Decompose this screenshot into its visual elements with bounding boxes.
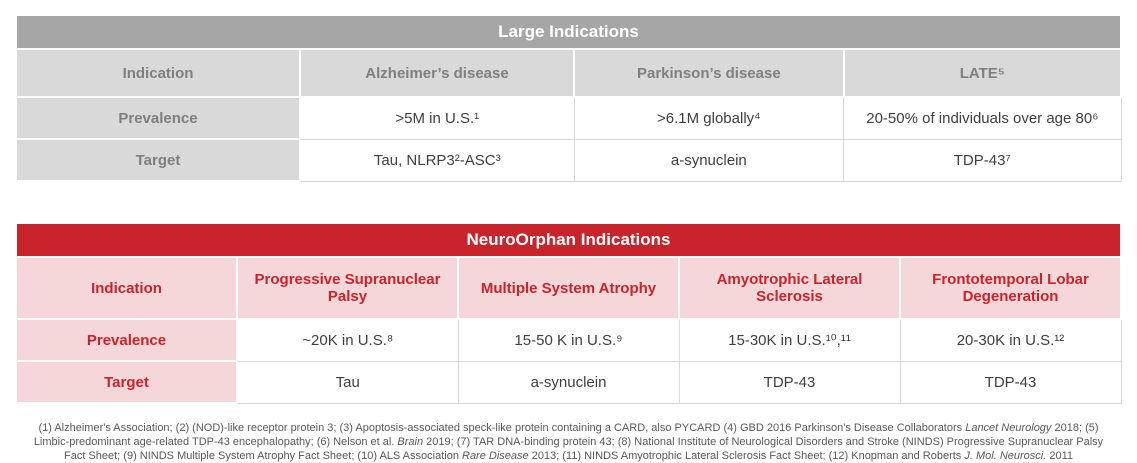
cell-ftld-target: TDP-43 — [899, 360, 1122, 404]
table-row: NeuroOrphan Indications — [15, 222, 1122, 258]
row-label-target-neuroorphan: Target — [15, 360, 238, 404]
cell-parkinsons-target: a-synuclein — [573, 138, 845, 182]
cell-parkinsons-prevalence: >6.1M globally⁴ — [573, 96, 845, 140]
cell-msa-target: a-synuclein — [457, 360, 680, 404]
footnotes: (1) Alzheimer's Association; (2) (NOD)-l… — [33, 422, 1104, 463]
table-row: Target Tau a-synuclein TDP-43 TDP-43 — [15, 360, 1122, 404]
column-header-indication-neuroorphan: Indication — [15, 256, 238, 320]
cell-msa-prevalence: 15-50 K in U.S.⁹ — [457, 318, 680, 362]
neuroorphan-indications-table: NeuroOrphan Indications Indication Progr… — [15, 222, 1122, 404]
column-header-late: LATE⁵ — [842, 48, 1123, 98]
table-row: Prevalence >5M in U.S.¹ >6.1M globally⁴ … — [15, 96, 1122, 140]
large-indications-title: Large Indications — [15, 14, 1122, 50]
row-label-prevalence-neuroorphan: Prevalence — [15, 318, 238, 362]
cell-psp-prevalence: ~20K in U.S.⁸ — [236, 318, 459, 362]
row-label-prevalence: Prevalence — [15, 96, 301, 140]
cell-psp-target: Tau — [236, 360, 459, 404]
table-row: Prevalence ~20K in U.S.⁸ 15-50 K in U.S.… — [15, 318, 1122, 362]
column-header-parkinsons: Parkinson’s disease — [573, 48, 845, 98]
column-header-indication: Indication — [15, 48, 301, 98]
column-header-msa: Multiple System Atrophy — [457, 256, 680, 320]
table-row: Indication Alzheimer’s disease Parkinson… — [15, 48, 1123, 98]
column-header-psp: Progressive Supranuclear Palsy — [236, 256, 459, 320]
cell-late-prevalence: 20-50% of individuals over age 80⁶ — [843, 96, 1122, 140]
column-header-alzheimers: Alzheimer’s disease — [298, 48, 576, 98]
large-indications-table: Large Indications Indication Alzheimer’s… — [15, 14, 1123, 182]
neuroorphan-indications-title: NeuroOrphan Indications — [15, 222, 1122, 258]
cell-late-target: TDP-43⁷ — [843, 138, 1122, 182]
column-header-ftld: Frontotemporal Lobar Degeneration — [899, 256, 1122, 320]
cell-als-prevalence: 15-30K in U.S.¹⁰,¹¹ — [678, 318, 901, 362]
table-row: Target Tau, NLRP3²-ASC³ a-synuclein TDP-… — [15, 138, 1122, 182]
column-header-als: Amyotrophic Lateral Sclerosis — [678, 256, 901, 320]
table-row: Large Indications — [15, 14, 1122, 50]
row-label-target: Target — [15, 138, 301, 182]
table-row: Indication Progressive Supranuclear Pals… — [15, 256, 1122, 320]
cell-ftld-prevalence: 20-30K in U.S.¹² — [899, 318, 1122, 362]
cell-alzheimers-prevalence: >5M in U.S.¹ — [299, 96, 575, 140]
cell-als-target: TDP-43 — [678, 360, 901, 404]
cell-alzheimers-target: Tau, NLRP3²-ASC³ — [299, 138, 575, 182]
